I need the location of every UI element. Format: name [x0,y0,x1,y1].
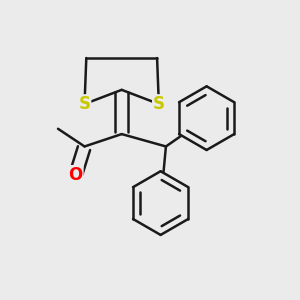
Text: O: O [69,166,83,184]
Text: S: S [153,95,165,113]
Text: S: S [79,95,91,113]
